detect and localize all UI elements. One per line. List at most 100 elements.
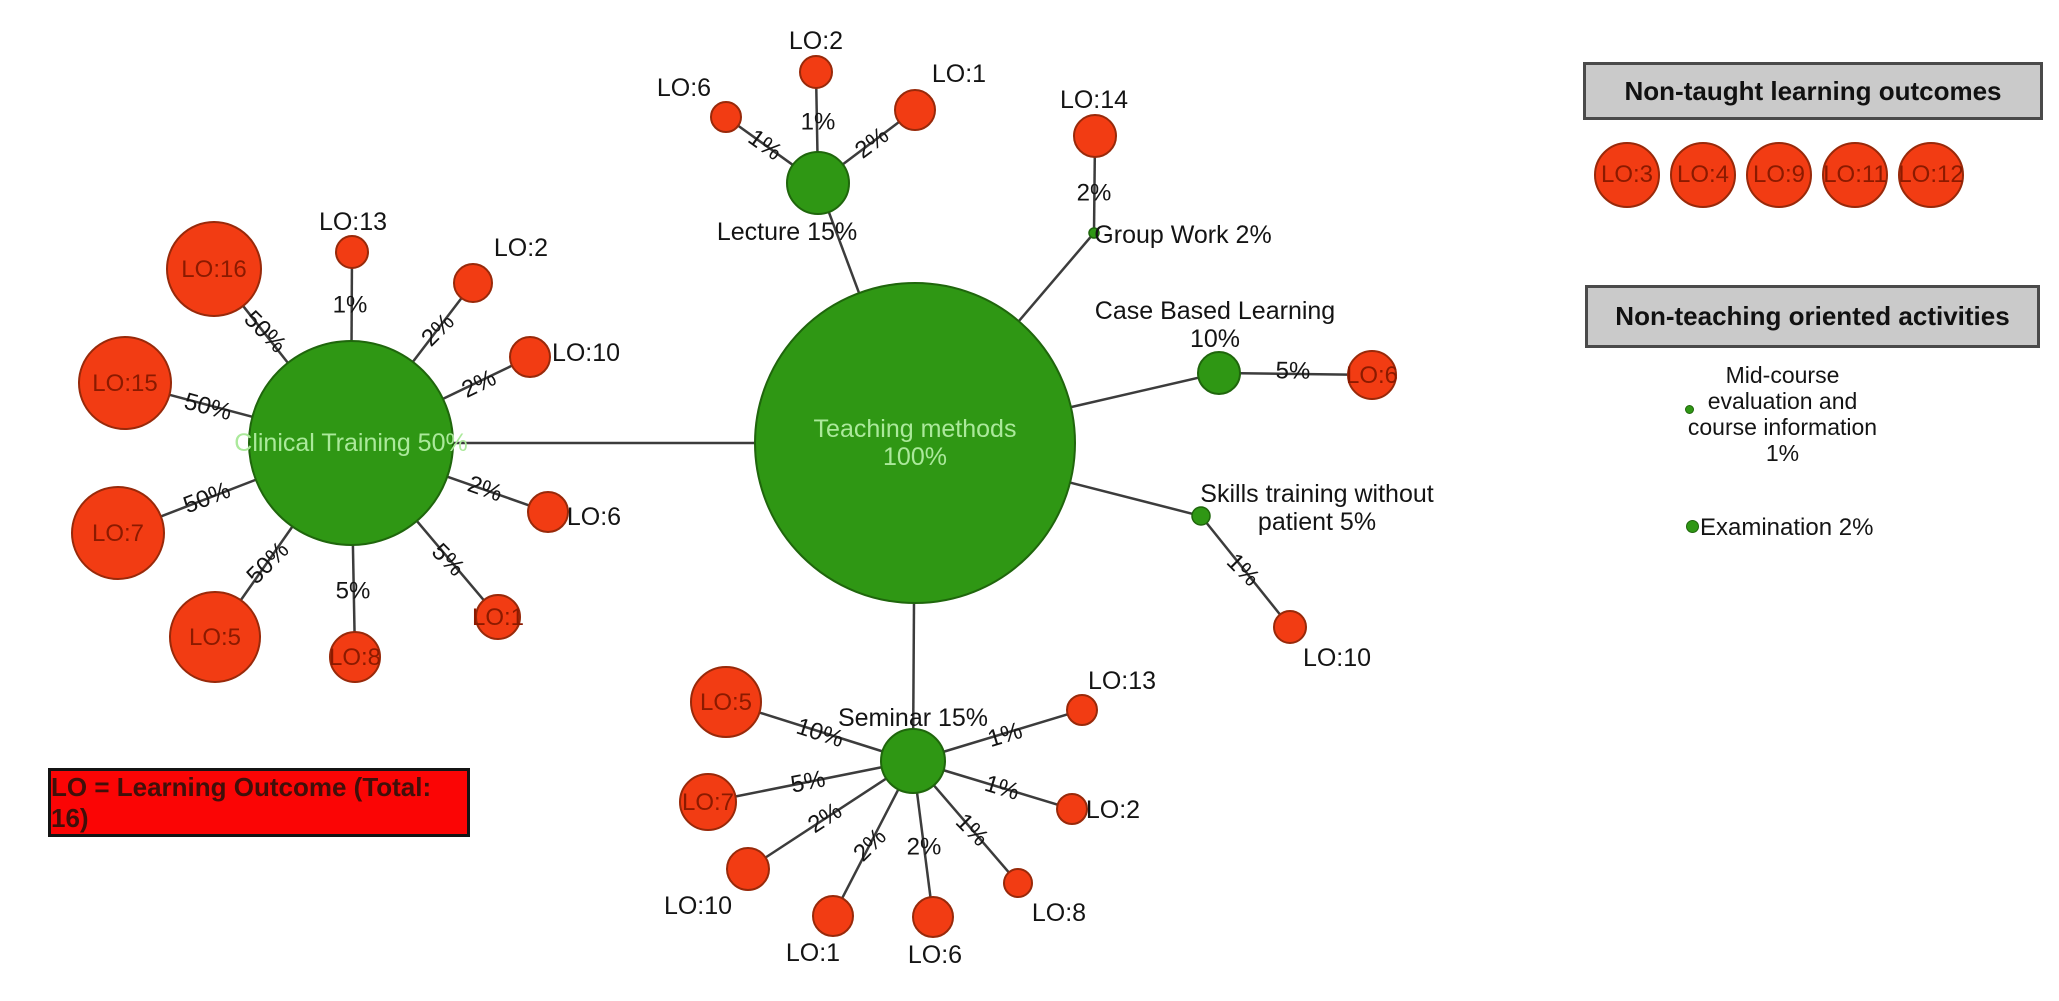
edge-seminar-sem-lo8 — [932, 784, 1010, 874]
node-sem-lo10 — [726, 847, 770, 891]
lo-footnote-text: LO = Learning Outcome (Total: 16) — [51, 771, 432, 833]
node-ct-lo5 — [169, 591, 261, 683]
edge-clinical-training-ct-lo15 — [169, 393, 253, 419]
node-label-group-work: Group Work 2% — [1094, 221, 1271, 249]
node-label-ct-lo8: LO:8 — [329, 644, 381, 671]
edge-label-seminar-sem-lo6: 2% — [907, 834, 942, 861]
node-label-sem-lo8: LO:8 — [1032, 899, 1086, 927]
node-sem-lo1 — [812, 895, 854, 937]
non-taught-lo11: LO:11 — [1822, 142, 1888, 208]
non-taught-lo3: LO:3 — [1594, 142, 1660, 208]
mid-course-line-4: 1% — [1765, 440, 1800, 466]
node-gw-lo14 — [1073, 114, 1117, 158]
edge-label-clinical-training-ct-lo7: 50% — [180, 477, 235, 519]
node-ct-lo10 — [509, 336, 551, 378]
edge-seminar-sem-lo7 — [735, 766, 882, 798]
node-ct-lo6 — [527, 491, 569, 533]
lo-footnote-box: LO = Learning Outcome (Total: 16) — [48, 768, 470, 837]
edge-label-lecture-lec-lo2: 1% — [801, 109, 836, 136]
node-lecture — [786, 151, 850, 215]
edge-clinical-training-ct-lo16 — [242, 305, 289, 364]
node-ct-lo7 — [71, 486, 165, 580]
node-label-sk-lo10: LO:10 — [1303, 644, 1371, 672]
node-sk-lo10 — [1273, 610, 1307, 644]
node-label-ct-lo7: LO:7 — [92, 520, 144, 547]
node-sem-lo13 — [1066, 694, 1098, 726]
node-teaching-methods — [754, 282, 1076, 604]
node-sem-lo2 — [1056, 793, 1088, 825]
node-case-based-learning — [1197, 351, 1241, 395]
node-label-ct-lo1: LO:1 — [472, 604, 524, 631]
node-label-gw-lo14: LO:14 — [1060, 86, 1128, 114]
edge-label-clinical-training-ct-lo8: 5% — [336, 578, 371, 605]
node-sem-lo8 — [1003, 868, 1033, 898]
non-taught-lo12: LO:12 — [1898, 142, 1964, 208]
edge-label-case-based-learning-cbl-lo6: 5% — [1275, 357, 1310, 384]
node-label-cbl-lo6: LO:6 — [1346, 362, 1398, 389]
node-label-sem-lo7: LO:7 — [682, 789, 734, 816]
node-sem-lo6 — [912, 896, 954, 938]
legend-non-taught-title: Non-taught learning outcomes — [1624, 75, 2002, 106]
edge-case-based-learning-cbl-lo6 — [1239, 372, 1349, 376]
node-seminar — [880, 728, 946, 794]
edge-group-work-gw-lo14 — [1092, 156, 1097, 229]
node-label-ct-lo5: LO:5 — [189, 624, 241, 651]
edge-label-seminar-sem-lo1: 2% — [848, 823, 892, 867]
node-label-lec-lo6: LO:6 — [657, 74, 711, 102]
node-label-ct-lo6: LO:6 — [567, 503, 621, 531]
edge-label-lecture-lec-lo1: 2% — [850, 122, 894, 164]
node-label-sem-lo5: LO:5 — [700, 689, 752, 716]
node-sem-lo5 — [690, 666, 762, 738]
non-taught-lo9: LO:9 — [1746, 142, 1812, 208]
node-label-ct-lo15: LO:15 — [92, 370, 157, 397]
mid-course-line-2: evaluation and — [1707, 388, 1858, 414]
examination-label: Examination 2% — [1700, 514, 1874, 541]
node-lec-lo2 — [799, 55, 833, 89]
edge-label-lecture-lec-lo6: 1% — [743, 124, 787, 166]
node-label-teaching-methods: Teaching methods 100% — [814, 415, 1017, 471]
edge-label-clinical-training-ct-lo16: 50% — [238, 305, 291, 358]
node-cbl-lo6 — [1347, 350, 1397, 400]
mid-course-line-1: Mid-course — [1725, 362, 1840, 388]
node-label-lec-lo2: LO:2 — [789, 27, 843, 55]
edge-label-clinical-training-ct-lo5: 50% — [241, 536, 294, 589]
edge-label-clinical-training-ct-lo2: 2% — [416, 308, 460, 352]
node-ct-lo2 — [453, 263, 493, 303]
node-label-lec-lo1: LO:1 — [932, 60, 986, 88]
edge-seminar-sem-lo1 — [841, 788, 900, 899]
non-taught-outcomes-row: LO:3 LO:4 LO:9 LO:11 LO:12 — [1594, 142, 1964, 208]
edge-label-seminar-sem-lo7: 5% — [788, 765, 827, 798]
node-label-case-based-learning: Case Based Learning 10% — [1095, 297, 1335, 353]
node-label-seminar: Seminar 15% — [838, 704, 988, 732]
node-ct-lo15 — [78, 336, 172, 430]
node-ct-lo1 — [475, 594, 521, 640]
edge-teaching-methods-skills-training — [1069, 481, 1193, 515]
node-clinical-training — [248, 340, 454, 546]
edge-label-skills-training-sk-lo10: 1% — [1221, 548, 1265, 592]
node-lec-lo6 — [710, 101, 742, 133]
edge-label-seminar-sem-lo13: 1% — [984, 717, 1025, 753]
non-taught-lo4: LO:4 — [1670, 142, 1736, 208]
edge-clinical-training-ct-lo2 — [411, 297, 463, 363]
node-lec-lo1 — [894, 89, 936, 131]
edge-seminar-sem-lo10 — [764, 777, 887, 859]
edge-label-clinical-training-ct-lo13: 1% — [333, 292, 368, 319]
legend-non-taught-box: Non-taught learning outcomes — [1583, 62, 2043, 120]
node-sem-lo7 — [679, 773, 737, 831]
node-skills-training — [1191, 506, 1211, 526]
edge-seminar-sem-lo5 — [759, 711, 883, 753]
edge-seminar-sem-lo2 — [943, 769, 1059, 806]
edge-clinical-training-ct-lo1 — [415, 520, 485, 602]
edge-teaching-methods-seminar — [911, 602, 916, 730]
edge-clinical-training-ct-lo5 — [239, 525, 294, 601]
edge-seminar-sem-lo13 — [943, 713, 1069, 753]
node-label-sem-lo10: LO:10 — [664, 892, 732, 920]
edge-lecture-lec-lo1 — [842, 121, 900, 166]
edge-skills-training-sk-lo10 — [1205, 522, 1281, 616]
node-label-ct-lo16: LO:16 — [181, 256, 246, 283]
mid-course-line-3: course information — [1687, 414, 1878, 440]
node-label-sem-lo2: LO:2 — [1086, 796, 1140, 824]
node-label-skills-training: Skills training without patient 5% — [1200, 480, 1433, 536]
edge-seminar-sem-lo6 — [915, 792, 932, 898]
